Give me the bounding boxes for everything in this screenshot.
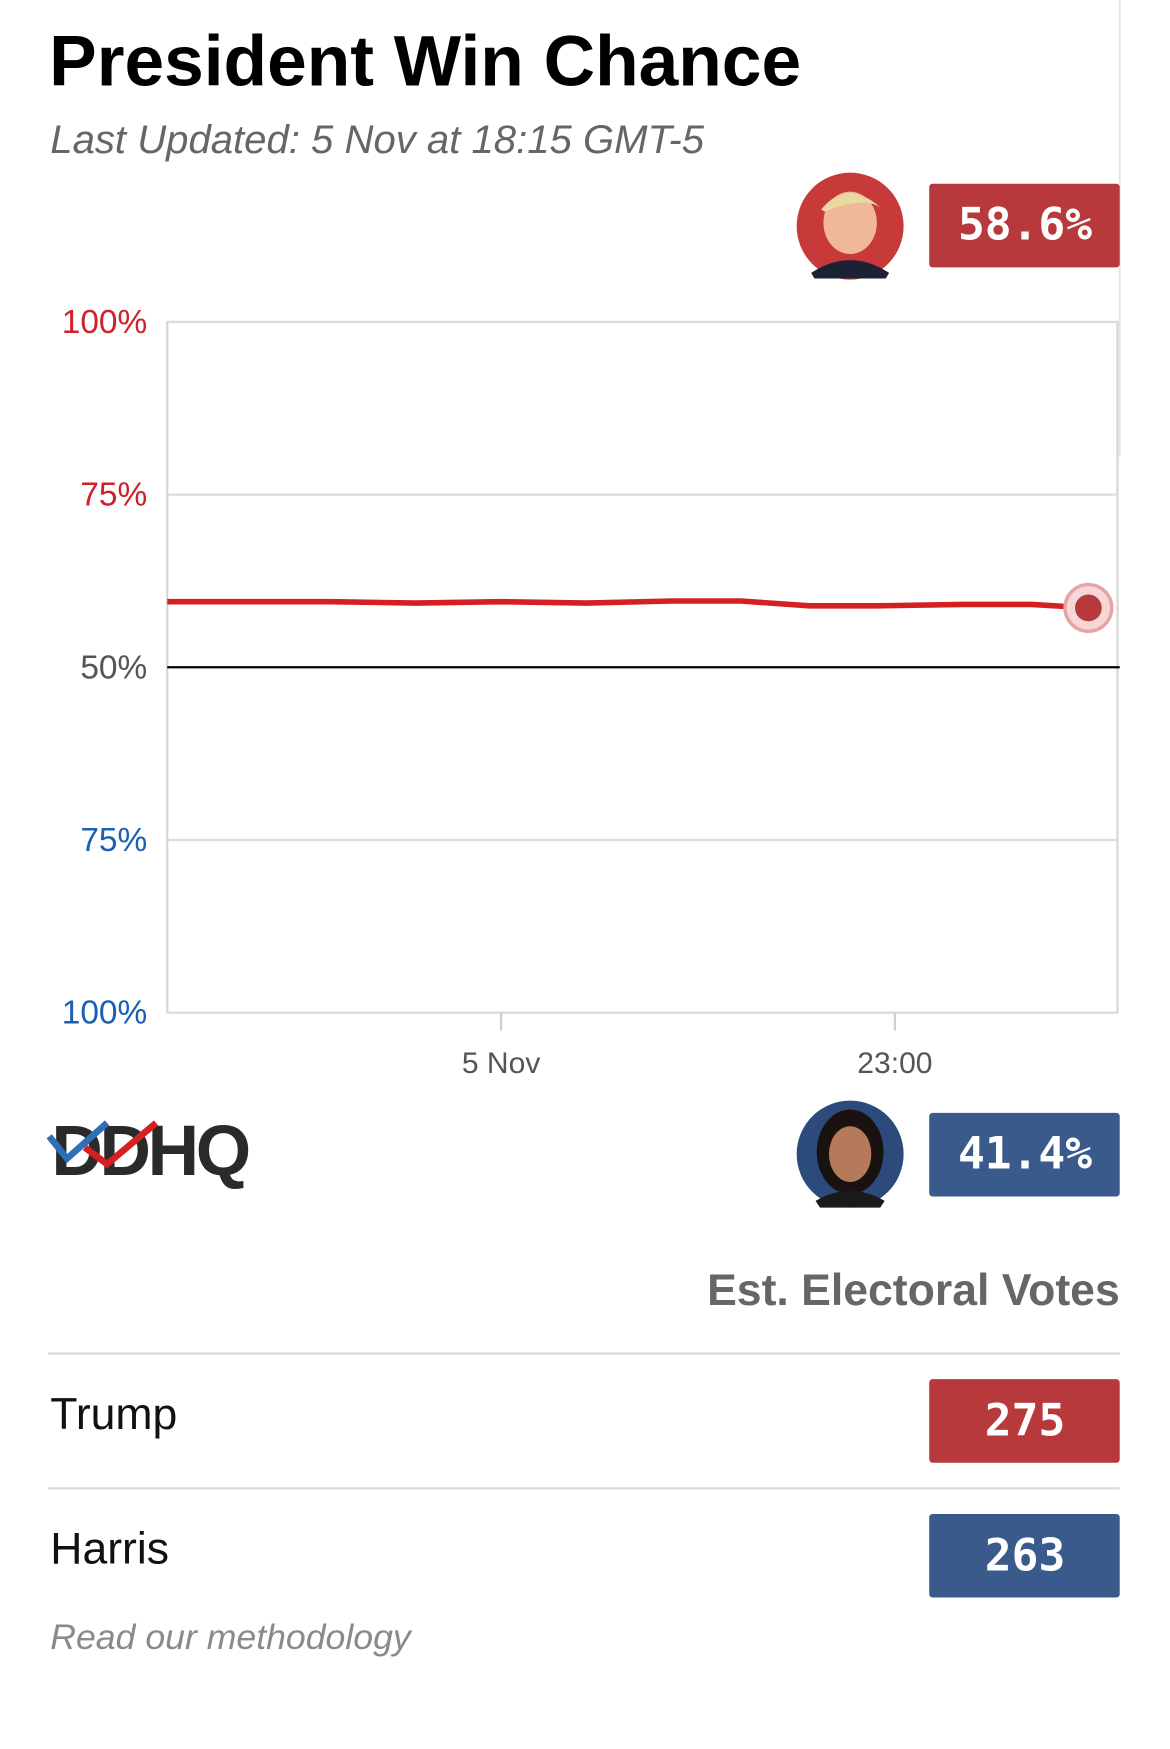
- logo-check: [82, 1120, 159, 1169]
- x-tick-label: 23:00: [857, 1047, 932, 1080]
- electoral-rows: Trump 275 Harris 263: [50, 1379, 1120, 1598]
- votes-label: 263: [985, 1530, 1065, 1582]
- y-tick-label: 75%: [80, 477, 147, 514]
- candidate-name: Trump: [50, 1390, 177, 1439]
- y-tick-label: 75%: [80, 822, 147, 859]
- harris-avatar: [796, 1100, 904, 1208]
- trump-avatar: [796, 172, 904, 280]
- votes-label: 275: [985, 1395, 1065, 1447]
- chance-badge: [929, 183, 1120, 268]
- candidate-name: Harris: [50, 1525, 169, 1574]
- chance-badge: [929, 1112, 1120, 1197]
- logo-check: [46, 1120, 110, 1164]
- methodology-link[interactable]: Read our methodology: [50, 1617, 413, 1657]
- y-tick-label: 50%: [80, 649, 147, 686]
- y-tick-label: 100%: [62, 304, 147, 341]
- chance-label: 41.4%: [958, 1127, 1092, 1179]
- subtitle: Last Updated: 5 Nov at 18:15 GMT-5: [50, 118, 704, 162]
- series-line: [167, 598, 1089, 611]
- plot: 100% 75% 50% 75% 100% 5 Nov 23:00: [62, 304, 1120, 1080]
- title: President Win Chance: [49, 22, 801, 102]
- logo-text: DDHQ: [51, 1111, 248, 1191]
- y-tick-label: 100%: [62, 995, 147, 1032]
- x-tick-label: 5 Nov: [462, 1047, 541, 1080]
- votes-badge: [929, 1513, 1120, 1598]
- votes-badge: [929, 1379, 1120, 1463]
- electoral-heading: Est. Electoral Votes: [707, 1266, 1120, 1315]
- last-point: [1075, 594, 1102, 622]
- chance-label: 58.6%: [958, 198, 1092, 250]
- logo: DDHQ: [46, 1111, 252, 1191]
